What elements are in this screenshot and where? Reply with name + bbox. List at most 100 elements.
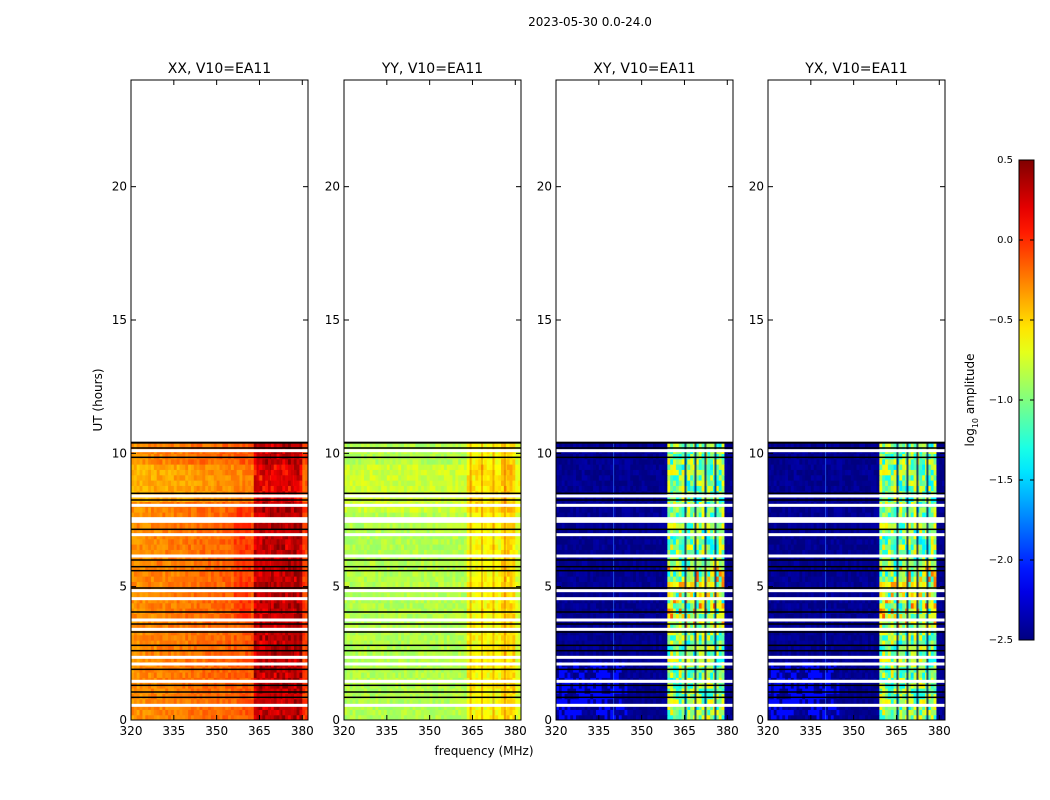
heatmap-cell <box>208 442 212 449</box>
heatmap-cell <box>222 453 226 460</box>
heatmap-cell <box>131 656 135 662</box>
heatmap-cell <box>403 581 408 588</box>
heatmap-cell <box>495 704 499 710</box>
heatmap-cell <box>409 704 414 710</box>
heatmap-cell <box>239 714 243 720</box>
heatmap-cell <box>139 549 144 556</box>
heatmap-cell <box>469 592 474 598</box>
heatmap-cell <box>403 576 408 582</box>
heatmap-cell <box>188 565 192 572</box>
heatmap-cell <box>429 656 434 662</box>
heatmap-cell <box>242 570 246 577</box>
heatmap-cell <box>236 554 241 561</box>
heatmap-cell <box>165 538 169 545</box>
heatmap-cell <box>478 650 482 657</box>
heatmap-cell <box>208 506 212 513</box>
y-tick-label: 15 <box>112 313 127 327</box>
heatmap-cell <box>441 698 445 705</box>
heatmap-cell <box>346 576 351 582</box>
heatmap-cell <box>363 688 368 694</box>
heatmap-cell <box>239 693 243 700</box>
heatmap-cell <box>346 672 351 678</box>
heatmap-cell <box>225 645 229 652</box>
heatmap-cell <box>293 704 298 710</box>
heatmap-cell <box>225 704 229 710</box>
heatmap-cell <box>216 656 221 662</box>
heatmap-cell <box>285 608 289 614</box>
heatmap-cell <box>150 485 155 492</box>
heatmap-cell <box>230 709 235 716</box>
heatmap-cell <box>262 464 266 470</box>
heatmap-cell <box>498 634 502 641</box>
heatmap-cell <box>230 485 235 492</box>
heatmap-cell <box>506 698 511 705</box>
heatmap-cell <box>165 688 169 694</box>
heatmap-cell <box>270 485 275 492</box>
heatmap-cell <box>358 698 362 705</box>
heatmap-cell <box>196 709 201 716</box>
heatmap-cell <box>299 613 303 620</box>
heatmap-cell <box>302 581 306 588</box>
heatmap-cell <box>381 592 385 598</box>
heatmap-cell <box>199 549 203 556</box>
heatmap-cell <box>398 634 402 641</box>
heatmap-cell <box>245 469 249 476</box>
heatmap-cell <box>415 618 419 625</box>
heatmap-cell <box>242 650 246 657</box>
heatmap-cell <box>136 533 141 540</box>
heatmap-cell <box>458 693 462 700</box>
heatmap-cell <box>398 576 402 582</box>
heatmap-cell <box>463 581 468 588</box>
heatmap-cell <box>216 634 221 641</box>
heatmap-cell <box>501 613 505 620</box>
heatmap-cell <box>455 597 459 604</box>
heatmap-cell <box>253 522 258 529</box>
heatmap-cell <box>182 469 186 476</box>
heatmap-cell <box>401 704 405 710</box>
heatmap-cell <box>518 650 521 657</box>
heatmap-cell <box>242 554 246 561</box>
heatmap-cell <box>429 634 434 641</box>
heatmap-cell <box>182 506 186 513</box>
heatmap-cell <box>478 613 482 620</box>
heatmap-cell <box>518 576 521 582</box>
heatmap-cell <box>145 496 149 502</box>
heatmap-cell <box>150 554 155 561</box>
heatmap-cell <box>426 592 431 598</box>
heatmap-cell <box>486 693 491 700</box>
heatmap-cell <box>458 698 462 705</box>
heatmap-cell <box>285 485 289 492</box>
heatmap-cell <box>296 458 301 465</box>
heatmap-cell <box>259 533 263 540</box>
heatmap-cell <box>495 640 499 646</box>
heatmap-cell <box>190 698 195 705</box>
heatmap-cell <box>199 640 203 646</box>
heatmap-cell <box>136 645 141 652</box>
heatmap-cell <box>179 533 183 540</box>
heatmap-cell <box>136 512 141 518</box>
heatmap-cell <box>363 656 368 662</box>
heatmap-cell <box>383 597 388 604</box>
heatmap-cell <box>222 650 226 657</box>
heatmap-cell <box>233 714 238 720</box>
heatmap-cell <box>415 693 419 700</box>
heatmap-cell <box>262 602 266 609</box>
heatmap-cell <box>452 597 456 604</box>
heatmap-cell <box>423 634 428 641</box>
heatmap-cell <box>512 618 516 625</box>
heatmap-cell <box>302 645 306 652</box>
heatmap-cell <box>253 656 258 662</box>
heatmap-cell <box>355 714 359 720</box>
heatmap-cell <box>142 640 146 646</box>
heatmap-cell <box>153 453 158 460</box>
heatmap-cell <box>401 650 405 657</box>
heatmap-cell <box>276 554 281 561</box>
heatmap-cell <box>170 522 175 529</box>
heatmap-cell <box>498 576 502 582</box>
panel-title: XX, V10=EA11 <box>168 61 271 77</box>
heatmap-cell <box>165 704 169 710</box>
heatmap-cell <box>344 688 348 694</box>
heatmap-cell <box>136 709 141 716</box>
heatmap-cell <box>176 581 181 588</box>
heatmap-cell <box>168 672 172 678</box>
